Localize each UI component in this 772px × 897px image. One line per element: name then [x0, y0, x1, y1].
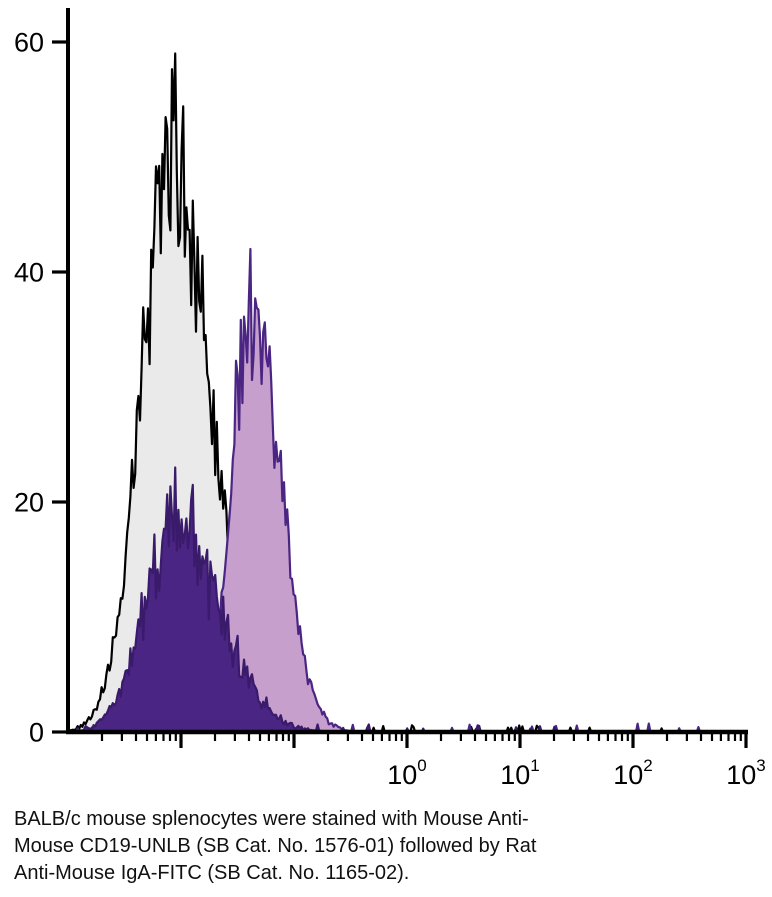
y-tick-label: 20	[14, 488, 44, 518]
histogram-series	[66, 52, 748, 734]
flow-histogram-svg: 0 20 40 60 100 101 102 103	[14, 8, 766, 790]
y-tick-label: 40	[14, 258, 44, 288]
figure-caption: BALB/c mouse splenocytes were stained wi…	[14, 806, 772, 887]
y-tick-label: 60	[14, 28, 44, 58]
axes: 0 20 40 60 100 101 102 103	[14, 8, 766, 790]
x-tick-label: 100	[387, 756, 427, 790]
caption-line: Anti-Mouse IgA-FITC (SB Cat. No. 1165-02…	[14, 862, 410, 884]
x-tick-label: 101	[500, 756, 540, 790]
histogram-overlap-dark-purple	[66, 466, 748, 734]
x-tick-label: 102	[613, 756, 653, 790]
caption-line: Mouse CD19-UNLB (SB Cat. No. 1576-01) fo…	[14, 835, 537, 857]
y-tick-label: 0	[29, 718, 44, 748]
x-tick-label: 103	[726, 756, 766, 790]
caption-line: BALB/c mouse splenocytes were stained wi…	[14, 808, 529, 830]
